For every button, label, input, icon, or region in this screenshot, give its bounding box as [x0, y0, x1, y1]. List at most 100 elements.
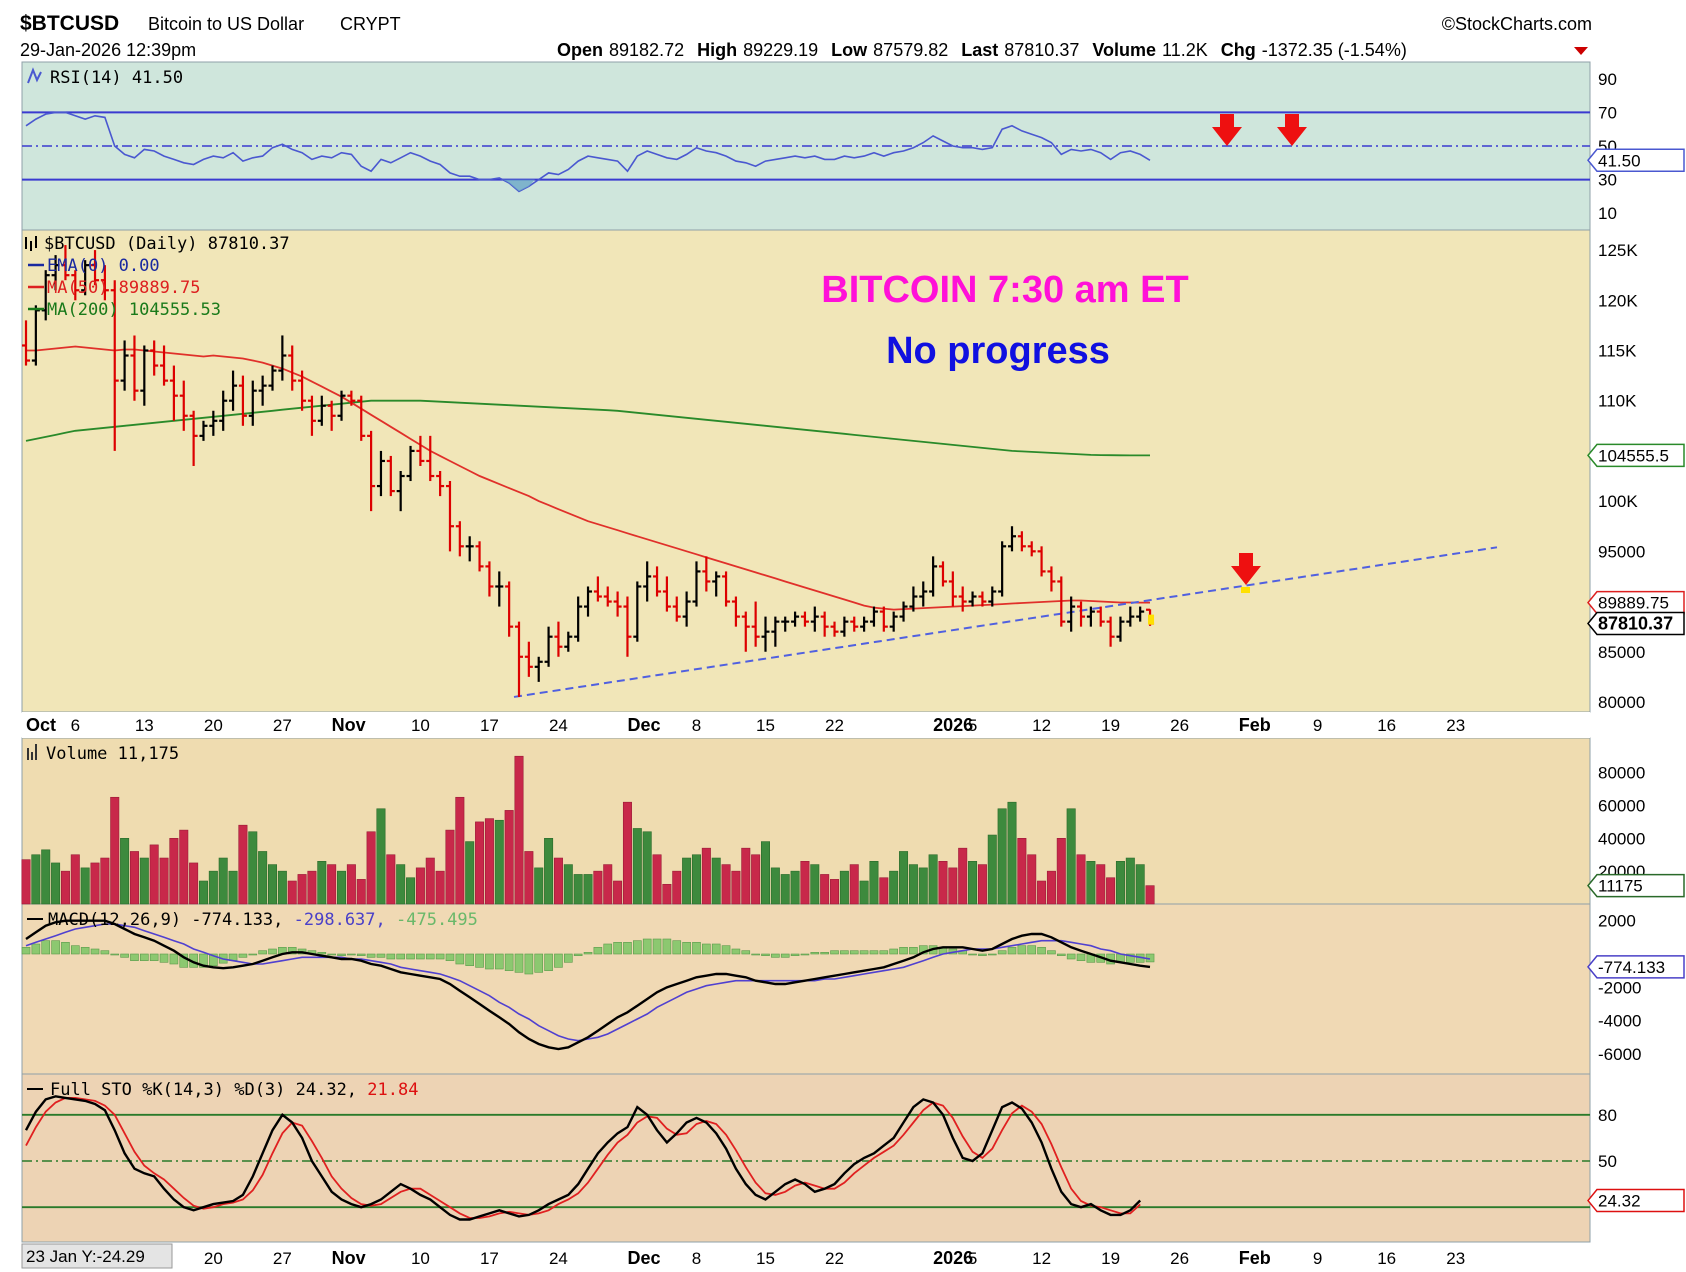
volume-bar: [70, 854, 80, 905]
volume-bar: [1066, 808, 1076, 905]
ohlc-bar: [386, 455, 395, 497]
date-tick-label: 23: [1446, 1249, 1465, 1268]
volume-bar: [1076, 854, 1086, 905]
ohlc-bar: [1017, 531, 1026, 552]
sto-panel: [21, 1073, 1591, 1243]
volume-bar: [297, 874, 307, 905]
ohlc-bar: [337, 390, 346, 421]
macd-hist-bar: [130, 953, 139, 961]
date-tick-label: 20: [204, 716, 223, 735]
axis-tick-label: -4000: [1598, 1012, 1641, 1031]
volume-bar: [1046, 870, 1056, 905]
ma50-value-tag: 89889.75: [1587, 590, 1685, 615]
volume-bar: [366, 831, 376, 905]
volume-bar: [21, 859, 31, 905]
price-arrow: [1231, 553, 1261, 585]
rsi-line: [25, 111, 1151, 193]
macd-hist-bar: [337, 953, 346, 956]
ohlc-bar: [781, 616, 790, 632]
volume-bar: [751, 854, 761, 905]
date-tick-label: 2026: [933, 715, 973, 735]
value-tag-text: -774.133: [1598, 958, 1665, 977]
macd-hist-bar: [583, 952, 593, 955]
macd-hist-bar: [71, 945, 80, 955]
volume-bar: [603, 864, 613, 905]
volume-bar: [721, 864, 731, 905]
volume-bar: [958, 847, 968, 905]
axis-tick-label: 50: [1598, 1152, 1617, 1171]
date-axis-bg: [22, 712, 1590, 738]
date-tick-label: 22: [825, 716, 844, 735]
macd-hist-bar: [623, 942, 632, 955]
macd-hist-bar: [603, 943, 613, 955]
ohlc-bar: [248, 380, 257, 426]
volume-bar: [307, 870, 317, 905]
ohlc-bar: [81, 260, 90, 296]
macd-hist-bar: [258, 950, 267, 955]
volume-bar: [790, 870, 800, 905]
chart-header: $BTCUSD Bitcoin to US Dollar CRYPT 29-Ja…: [20, 12, 1592, 60]
volume-bar: [484, 818, 494, 905]
ohlc-label-low: Low: [831, 40, 868, 60]
ohlc-label-chg: Chg: [1221, 40, 1256, 60]
volume-bar: [198, 880, 208, 905]
ohlc-bar: [889, 611, 898, 632]
date-tick-label: 8: [692, 716, 701, 735]
date-tick-label: 17: [480, 1249, 499, 1268]
macd-panel: [21, 903, 1591, 1075]
panels: [21, 61, 1591, 1243]
ohlc-bar: [515, 621, 523, 697]
date-tick-label: 22: [825, 1249, 844, 1268]
date-tick-label: 17: [480, 716, 499, 735]
volume-bar: [534, 867, 544, 905]
right-axis: 90 70 50 30 10 125K 120K 115K 110K 100K 95000 85000…: [1587, 70, 1685, 1213]
ohlc-bar: [1086, 606, 1095, 627]
ohlc-label-high: High: [697, 40, 737, 60]
ohlc-bar: [1057, 576, 1066, 627]
date-tick-label: 16: [1377, 1249, 1396, 1268]
macd-hist-bar: [682, 942, 691, 955]
volume-bar: [514, 755, 524, 905]
date-tick-label: 5: [968, 716, 977, 735]
value-tag-text: 89889.75: [1598, 594, 1669, 613]
volume-bar: [228, 870, 238, 905]
ohlc-icon: [25, 236, 37, 251]
volume-bar: [859, 880, 869, 905]
ohlc-bar: [100, 265, 109, 301]
ohlc-bar: [968, 591, 977, 607]
volume-bar: [899, 851, 909, 905]
volume-bar: [169, 838, 179, 905]
date-tick-label: Nov: [332, 1248, 366, 1268]
macd-hist-bar: [514, 953, 524, 973]
ohlc-bar: [702, 556, 711, 592]
ohlc-bar: [396, 471, 405, 512]
date-tick-label: 27: [273, 716, 292, 735]
macd-hist-bar: [248, 953, 258, 956]
date-tick-label: 26: [1170, 716, 1189, 735]
macd-hist-bar: [751, 953, 760, 956]
ohlc-bar: [307, 395, 316, 436]
volume-bar: [1106, 877, 1116, 905]
macd-hist-bar: [820, 952, 829, 955]
date-tick-label: 13: [135, 716, 154, 735]
volume-bar: [968, 861, 978, 905]
macd-legend: MACD(12,26,9) -774.133, -298.637, -475.4…: [27, 910, 478, 930]
date-tick-label: 26: [1170, 1249, 1189, 1268]
volume-bar: [682, 857, 692, 905]
date-tick-label: 9: [1313, 1249, 1322, 1268]
ohlc-bar: [1047, 566, 1056, 592]
volume-bar: [632, 828, 642, 905]
date-tick-label: Feb: [1239, 715, 1271, 735]
volume-chart: [21, 755, 1155, 905]
macd-hist-bar: [51, 940, 60, 955]
ohlc-bar: [436, 471, 445, 497]
axis-tick-label: 90: [1598, 70, 1617, 89]
volume-bar: [1007, 801, 1017, 905]
ohlc-bar: [850, 616, 859, 632]
macd-hist-bar: [504, 953, 514, 971]
macd-hist-bar: [100, 950, 110, 955]
macd-hist-bar: [800, 953, 810, 956]
macd-hist-bar: [1076, 953, 1086, 961]
ohlc-bar: [584, 586, 593, 617]
